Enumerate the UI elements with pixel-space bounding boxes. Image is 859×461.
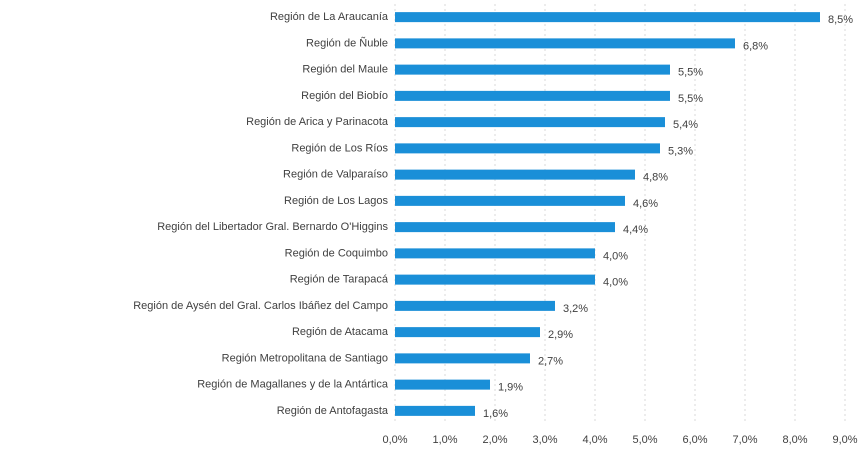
bar <box>395 169 635 180</box>
x-tick-label: 7,0% <box>732 434 757 446</box>
x-tick-label: 4,0% <box>582 434 607 446</box>
bar <box>395 90 670 101</box>
bar <box>395 379 490 390</box>
y-tick-label: Región de Ñuble <box>306 36 388 49</box>
y-tick-label: Región de Valparaíso <box>283 169 388 181</box>
bar <box>395 38 735 49</box>
bar <box>395 327 540 338</box>
value-label: 1,9% <box>498 382 523 394</box>
bar <box>395 117 665 128</box>
bar <box>395 222 615 233</box>
value-label: 2,9% <box>548 329 573 341</box>
bar <box>395 248 595 259</box>
y-tick-label: Región de Magallanes y de la Antártica <box>197 379 389 391</box>
value-label: 4,4% <box>623 224 648 236</box>
y-tick-label: Región de Antofagasta <box>277 405 389 417</box>
value-label: 5,3% <box>668 145 693 157</box>
value-label: 3,2% <box>563 303 588 315</box>
y-tick-label: Región del Libertador Gral. Bernardo O'H… <box>157 221 388 233</box>
y-tick-label: Región de Arica y Parinacota <box>246 116 389 128</box>
x-tick-label: 8,0% <box>782 434 807 446</box>
bar <box>395 300 555 311</box>
value-label: 4,0% <box>603 277 628 289</box>
y-tick-label: Región de Aysén del Gral. Carlos Ibáñez … <box>133 300 388 312</box>
y-tick-label: Región de Los Lagos <box>284 195 388 207</box>
y-tick-label: Región del Biobío <box>301 90 388 102</box>
bar <box>395 195 625 206</box>
bar <box>395 274 595 285</box>
bar <box>395 64 670 75</box>
bar <box>395 405 475 416</box>
value-label: 6,8% <box>743 40 768 52</box>
value-label: 2,7% <box>538 355 563 367</box>
x-tick-label: 0,0% <box>382 434 407 446</box>
y-tick-label: Región del Maule <box>302 64 388 76</box>
x-tick-label: 1,0% <box>432 434 457 446</box>
value-label: 4,0% <box>603 250 628 262</box>
value-label: 5,5% <box>678 67 703 79</box>
y-tick-label: Región de Atacama <box>292 326 389 338</box>
value-label: 5,4% <box>673 119 698 131</box>
x-tick-label: 3,0% <box>532 434 557 446</box>
bar <box>395 143 660 154</box>
value-label: 1,6% <box>483 408 508 420</box>
value-label: 5,5% <box>678 93 703 105</box>
y-tick-label: Región Metropolitana de Santiago <box>222 352 388 364</box>
value-label: 4,8% <box>643 172 668 184</box>
value-label: 4,6% <box>633 198 658 210</box>
x-tick-label: 6,0% <box>682 434 707 446</box>
bar <box>395 12 820 23</box>
x-tick-label: 9,0% <box>832 434 857 446</box>
y-tick-label: Región de La Araucanía <box>270 11 389 23</box>
y-tick-label: Región de Tarapacá <box>290 274 389 286</box>
value-label: 8,5% <box>828 14 853 26</box>
x-tick-label: 2,0% <box>482 434 507 446</box>
x-tick-label: 5,0% <box>632 434 657 446</box>
y-tick-label: Región de Coquimbo <box>285 247 388 259</box>
y-tick-label: Región de Los Ríos <box>291 142 388 154</box>
bar <box>395 353 530 364</box>
